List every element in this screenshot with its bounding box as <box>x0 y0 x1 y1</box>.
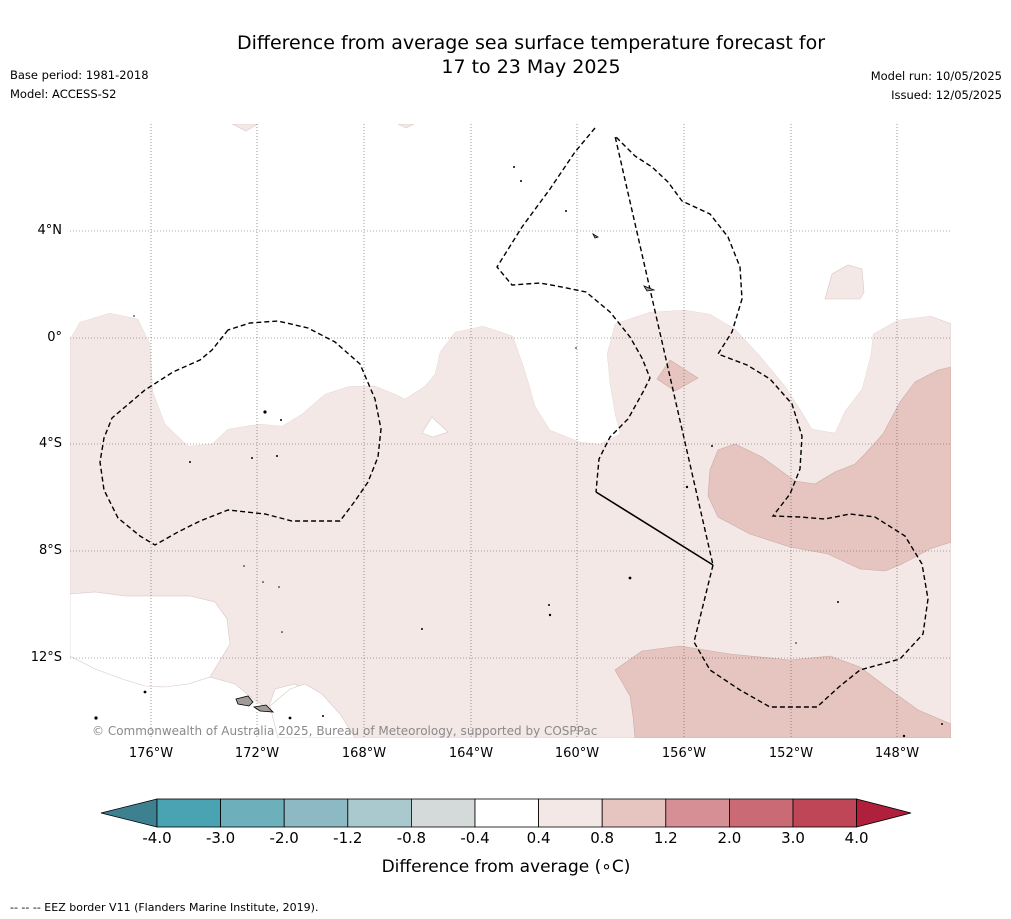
colorbar-tick-label: -0.8 <box>396 829 427 847</box>
sst-anomaly-map <box>70 124 951 738</box>
lon-label-164w: 164°W <box>448 746 494 761</box>
lat-label-0: 0° <box>47 330 62 345</box>
anomaly-region-neutral-sw <box>70 591 231 688</box>
model-run-text: Model run: 10/05/2025 <box>870 69 1002 83</box>
colorbar-bin <box>601 798 667 828</box>
colorbar-tick-label: 1.2 <box>653 829 678 847</box>
colorbar-bin <box>538 798 603 828</box>
colorbar-tick-label: 2.0 <box>717 829 742 847</box>
eez-border-solid <box>595 491 714 566</box>
anomaly-region-light-warm-patch <box>824 264 865 300</box>
colorbar-bin <box>665 798 730 828</box>
eez-border-west <box>99 320 382 546</box>
islands <box>235 232 656 713</box>
lat-label-4s: 4°S <box>38 436 62 451</box>
colorbar-bin <box>347 798 412 828</box>
colorbar-label: Difference from average (∘C) <box>381 857 631 877</box>
anomaly-region-warm-south <box>614 645 951 738</box>
lon-label-160w: 160°W <box>554 746 600 761</box>
lat-label-8s: 8°S <box>38 543 62 558</box>
lat-label-12s: 12°S <box>30 650 62 665</box>
map-copyright: © Commonwealth of Australia 2025, Bureau… <box>92 724 598 738</box>
island-atoll-2 <box>592 232 599 239</box>
colorbar <box>100 798 912 828</box>
lon-label-172w: 172°W <box>234 746 280 761</box>
lon-label-152w: 152°W <box>768 746 814 761</box>
lon-label-176w: 176°W <box>128 746 174 761</box>
colorbar-bin <box>220 798 285 828</box>
anomaly-region-light-warm-top1 <box>231 124 259 132</box>
colorbar-bin <box>792 798 857 828</box>
lon-label-148w: 148°W <box>874 746 920 761</box>
lat-label-4n: 4°N <box>37 223 63 238</box>
island-savaii <box>235 695 254 707</box>
chart-title-line1: Difference from average sea surface temp… <box>236 32 826 54</box>
colorbar-tick-label: 0.8 <box>590 829 615 847</box>
colorbar-tick-label: -2.0 <box>269 829 299 847</box>
colorbar-tick-label: -0.4 <box>460 829 490 847</box>
colorbar-tick-label: 0.4 <box>526 829 551 847</box>
eez-footnote: -- -- -- EEZ border V11 (Flanders Marine… <box>10 901 319 914</box>
chart-title-line2: 17 to 23 May 2025 <box>441 56 621 78</box>
colorbar-tick-label: 4.0 <box>844 829 869 847</box>
island-upolu <box>252 704 275 713</box>
colorbar-tick-label: -1.2 <box>333 829 363 847</box>
model-text: Model: ACCESS-S2 <box>10 87 117 101</box>
colorbar-bin <box>474 798 539 828</box>
colorbar-extend-below <box>100 798 158 828</box>
colorbar-bin <box>410 798 476 828</box>
anomaly-region-neutral-islands <box>269 683 356 738</box>
lon-label-156w: 156°W <box>661 746 707 761</box>
eez-border-line-islands <box>496 127 929 708</box>
colorbar-bin <box>729 798 794 828</box>
anomaly-region-warm-east <box>707 366 951 572</box>
lon-label-168w: 168°W <box>341 746 387 761</box>
island-atoll-1 <box>643 285 656 292</box>
colorbar-bin <box>156 798 221 828</box>
anomaly-region-neutral-north <box>70 124 951 446</box>
colorbar-tick-label: -3.0 <box>205 829 236 847</box>
anomaly-region-light-warm-top2 <box>397 124 415 129</box>
base-period-text: Base period: 1981-2018 <box>10 68 149 82</box>
colorbar-bin <box>283 798 349 828</box>
issued-text: Issued: 12/05/2025 <box>891 88 1002 102</box>
colorbar-tick-label: 3.0 <box>781 829 805 847</box>
anomaly-region-neutral-small <box>421 416 449 438</box>
colorbar-extend-above <box>856 798 912 828</box>
eez-borders <box>99 127 929 708</box>
graticule <box>70 124 951 738</box>
islets <box>94 166 943 738</box>
colorbar-tick-label: -4.0 <box>142 829 172 847</box>
